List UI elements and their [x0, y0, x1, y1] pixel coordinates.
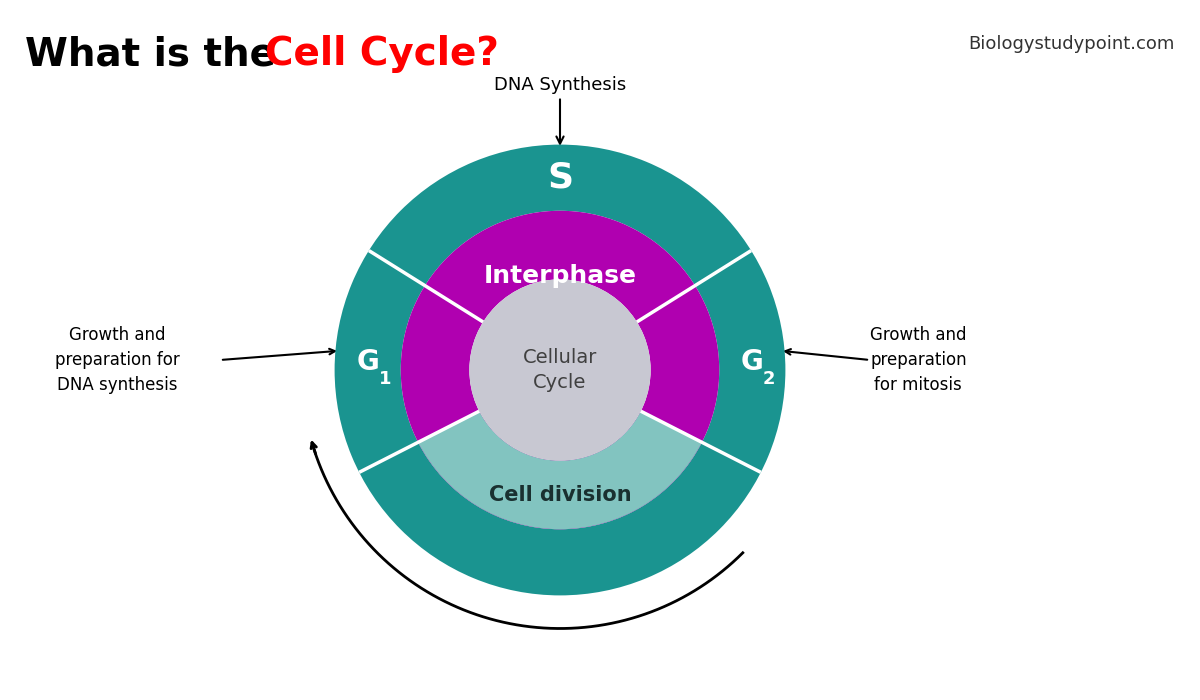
Text: G: G — [356, 348, 379, 376]
Text: Cell division: Cell division — [488, 485, 631, 505]
Text: Growth and
preparation for
DNA synthesis: Growth and preparation for DNA synthesis — [55, 326, 180, 394]
Wedge shape — [335, 145, 786, 596]
Text: S: S — [547, 161, 574, 195]
Circle shape — [469, 279, 650, 461]
Text: Cellular
Cycle: Cellular Cycle — [523, 348, 598, 392]
Text: 2: 2 — [763, 370, 775, 388]
Text: Cell Cycle?: Cell Cycle? — [265, 35, 499, 73]
Text: Biologystudypoint.com: Biologystudypoint.com — [968, 35, 1175, 53]
Wedge shape — [418, 411, 702, 529]
Text: DNA Synthesis: DNA Synthesis — [494, 76, 626, 144]
Text: What is the: What is the — [25, 35, 302, 73]
Text: 1: 1 — [379, 370, 391, 388]
Text: G: G — [740, 348, 763, 376]
Text: Interphase: Interphase — [484, 265, 636, 288]
Wedge shape — [401, 211, 719, 529]
Text: Growth and
preparation
for mitosis: Growth and preparation for mitosis — [870, 326, 967, 394]
